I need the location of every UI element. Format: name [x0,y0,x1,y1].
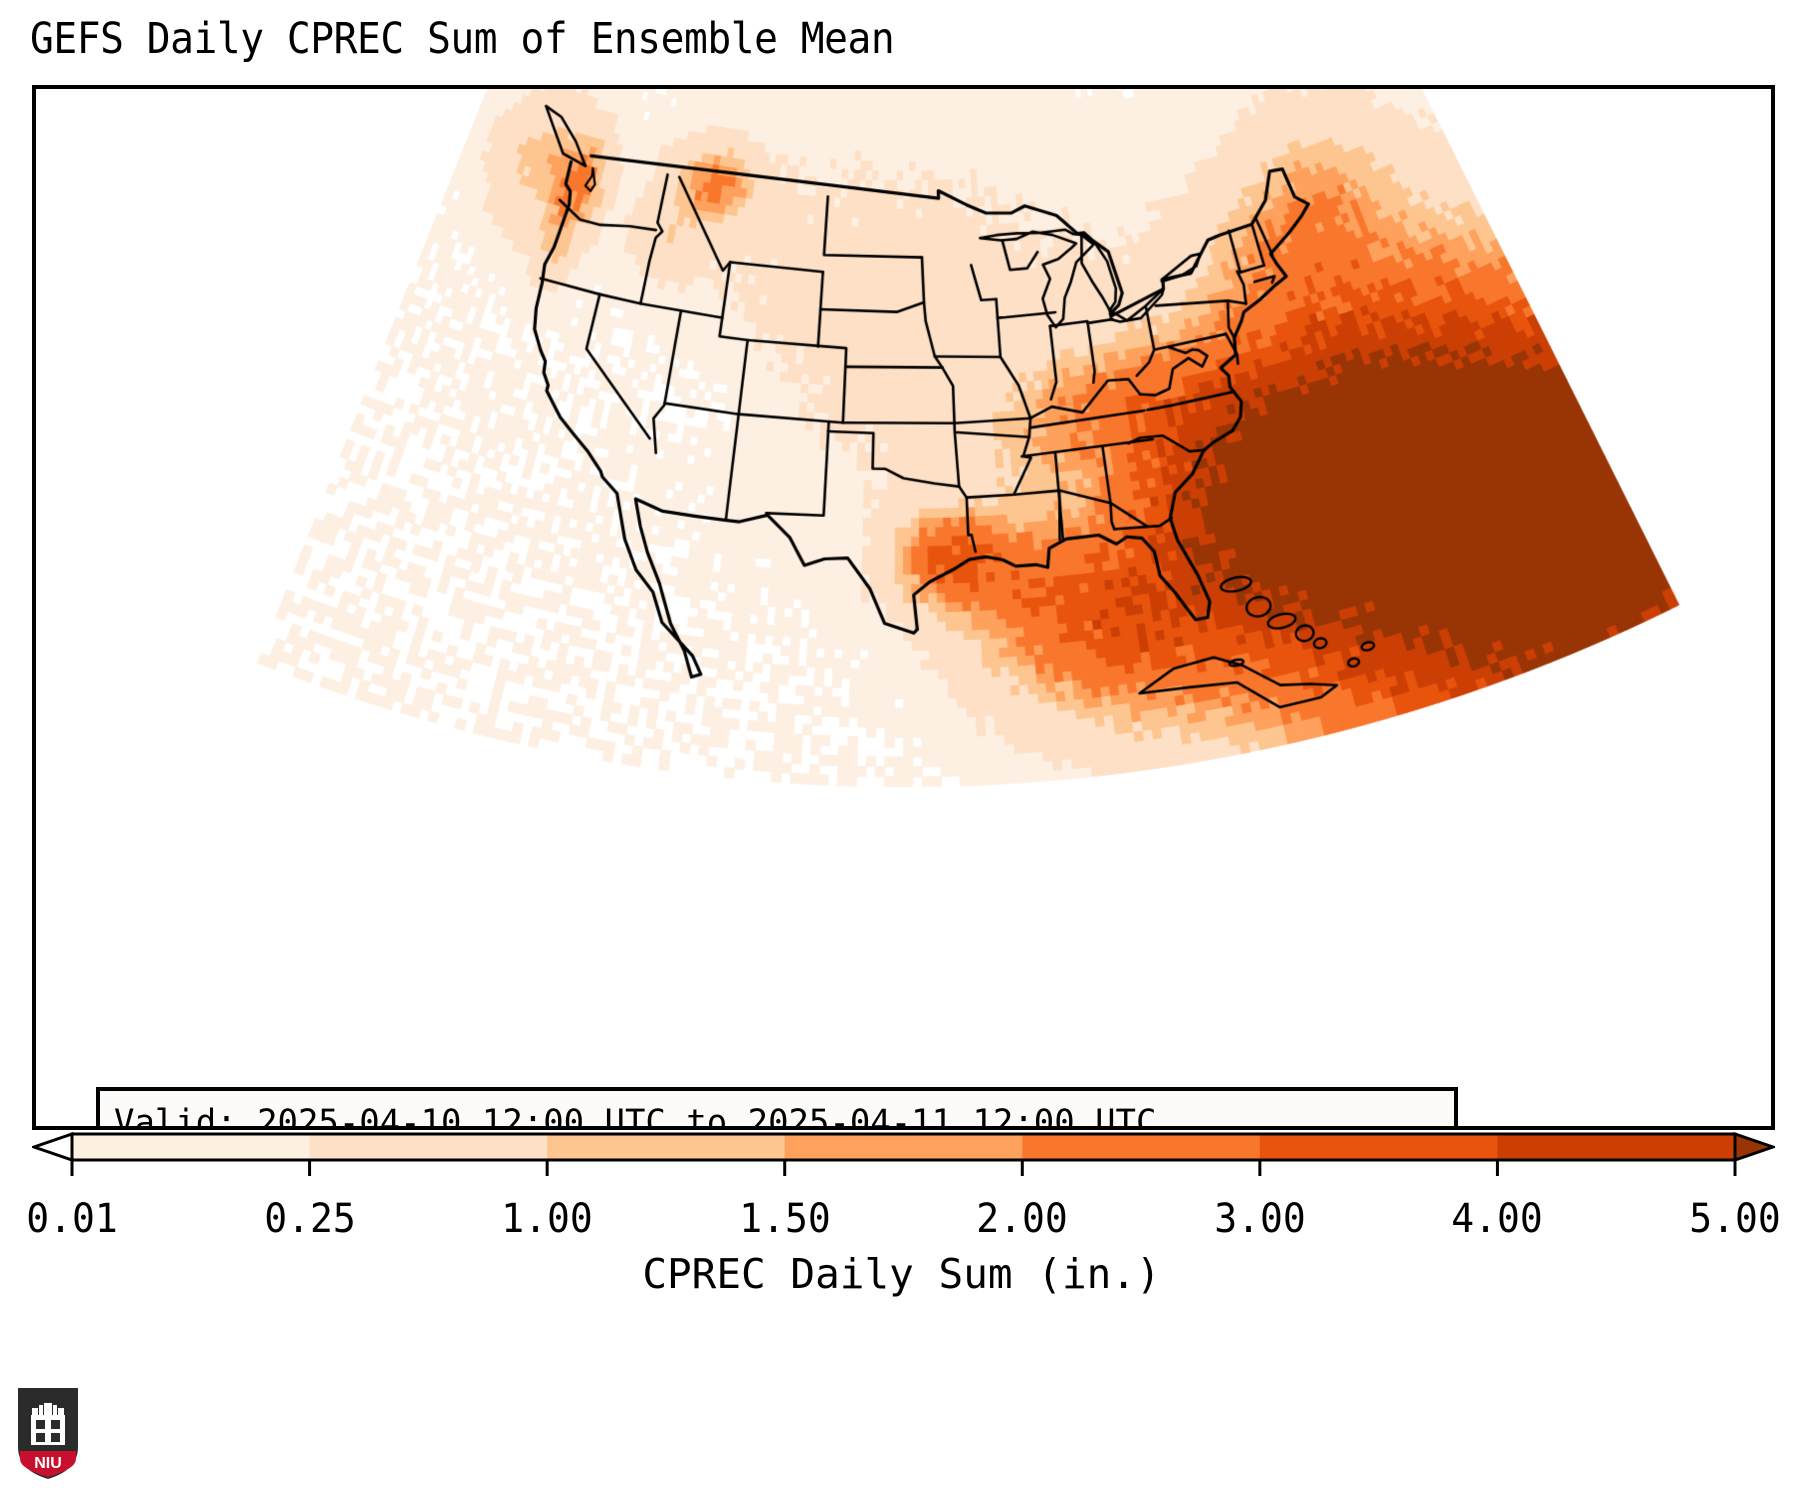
niu-logo-text: NIU [34,1455,62,1472]
precipitation-heatmap [36,89,1771,1126]
colorbar-title: CPREC Daily Sum (in.) [642,1250,1161,1298]
colorbar-tick-0-01: 0.01 [26,1196,118,1242]
colorbar-tick-4-00: 4.00 [1451,1196,1544,1242]
colorbar-tick-2-00: 2.00 [976,1196,1069,1242]
colorbar-tick-5-00: 5.00 [1689,1196,1781,1242]
colorbar-tick-1-00: 1.00 [501,1196,593,1242]
valid-time-text: Valid: 2025-04-10 12:00 UTC to 2025-04-1… [114,1103,1157,1130]
colorbar-tick-0-25: 0.25 [263,1196,356,1242]
niu-logo: NIU [16,1386,80,1482]
page-title: GEFS Daily CPREC Sum of Ensemble Mean [30,14,895,64]
map-plot-area: Valid: 2025-04-10 12:00 UTC to 2025-04-1… [32,85,1775,1130]
colorbar-tick-1-50: 1.50 [738,1196,831,1242]
colorbar [32,1132,1775,1192]
colorbar-tick-3-00: 3.00 [1214,1196,1306,1242]
forecast-info-box: Valid: 2025-04-10 12:00 UTC to 2025-04-1… [96,1087,1458,1130]
